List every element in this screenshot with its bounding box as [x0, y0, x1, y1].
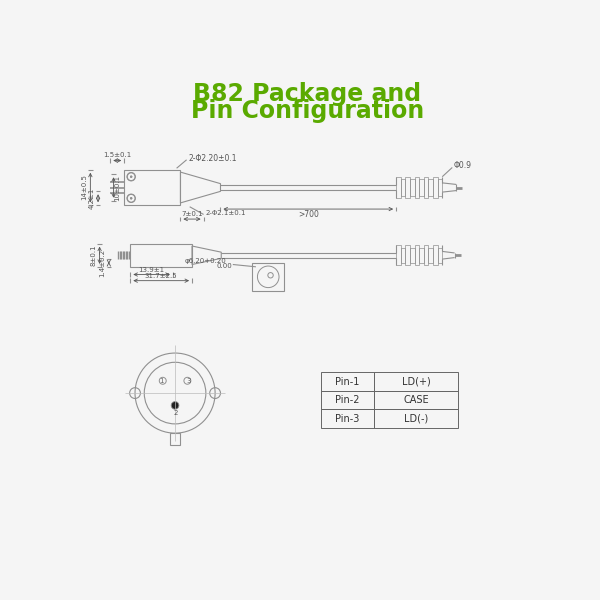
Bar — [415, 245, 419, 265]
Bar — [405, 177, 410, 198]
Text: LD(-): LD(-) — [404, 413, 428, 424]
Circle shape — [130, 197, 133, 199]
Bar — [322, 409, 374, 428]
Text: 4.2±1: 4.2±1 — [89, 188, 95, 209]
Bar — [252, 263, 284, 290]
Text: Pin-3: Pin-3 — [335, 413, 360, 424]
Circle shape — [130, 176, 133, 178]
Text: LD(+): LD(+) — [401, 377, 430, 386]
Text: 2-Φ2.20±0.1: 2-Φ2.20±0.1 — [188, 154, 236, 163]
Text: Pin Configuration: Pin Configuration — [191, 99, 424, 123]
Bar — [322, 372, 374, 391]
Text: >700: >700 — [298, 210, 319, 219]
Bar — [419, 248, 424, 263]
Bar — [396, 177, 401, 198]
Bar — [424, 245, 428, 265]
Bar — [130, 244, 192, 267]
Bar — [428, 179, 433, 196]
Text: 2: 2 — [173, 410, 178, 416]
Bar — [405, 245, 410, 265]
Bar — [374, 372, 458, 391]
Text: 1.5±0.1: 1.5±0.1 — [103, 152, 131, 158]
Bar — [374, 409, 458, 428]
Text: 31.7±2.5: 31.7±2.5 — [145, 273, 178, 279]
Bar — [124, 170, 181, 205]
Text: CASE: CASE — [403, 395, 429, 405]
Circle shape — [130, 176, 133, 178]
Bar — [437, 179, 442, 196]
Bar — [424, 177, 428, 198]
Bar — [428, 248, 433, 263]
Bar — [410, 179, 415, 196]
Text: Pin-1: Pin-1 — [335, 377, 360, 386]
Text: 7±0.1: 7±0.1 — [181, 211, 203, 217]
Circle shape — [171, 401, 179, 409]
Text: B82 Package and: B82 Package and — [193, 82, 422, 106]
Text: 1.4±0.2: 1.4±0.2 — [100, 249, 106, 277]
Text: 13.9±1: 13.9±1 — [139, 267, 164, 273]
Circle shape — [130, 197, 133, 199]
Text: Φ0.9: Φ0.9 — [454, 161, 472, 170]
Text: 0.00: 0.00 — [216, 263, 232, 269]
Bar — [437, 248, 442, 263]
Bar — [419, 179, 424, 196]
Bar — [415, 177, 419, 198]
Bar — [410, 248, 415, 263]
Text: 8±0.1: 8±0.1 — [91, 244, 97, 266]
Text: 1: 1 — [159, 378, 163, 384]
Text: 2-Φ2.1±0.1: 2-Φ2.1±0.1 — [205, 210, 245, 216]
Text: Pin-2: Pin-2 — [335, 395, 360, 405]
Text: 3: 3 — [187, 378, 191, 384]
Bar — [433, 177, 437, 198]
Text: φ6.20+0.20: φ6.20+0.20 — [185, 259, 227, 265]
Bar — [396, 245, 401, 265]
Bar — [374, 391, 458, 409]
Bar — [401, 248, 405, 263]
Bar — [401, 179, 405, 196]
Bar — [322, 391, 374, 409]
Bar — [170, 433, 181, 445]
Bar — [433, 245, 437, 265]
Text: 14±0.5: 14±0.5 — [81, 175, 87, 200]
Text: 10±0.1: 10±0.1 — [115, 175, 121, 200]
